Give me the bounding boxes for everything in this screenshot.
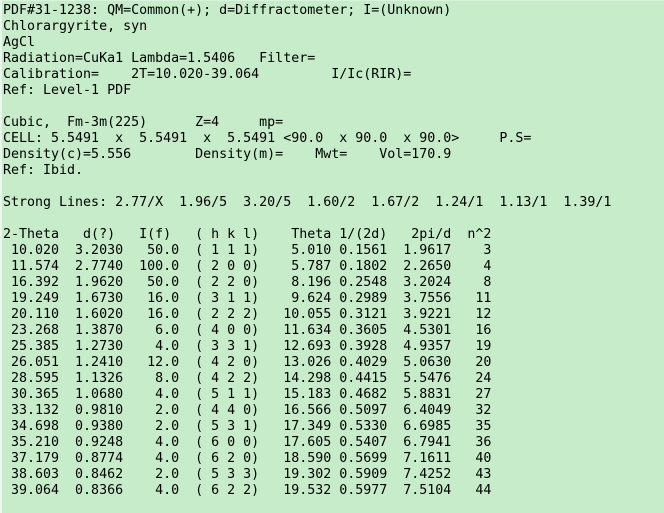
reference-line: Ref: Level-1 PDF [3, 83, 132, 98]
chemical-formula: AgCl [3, 35, 36, 50]
calibration-line: Calibration= 2T=10.020-39.064 I/Ic(RIR)= [3, 67, 412, 82]
table-row: 16.392 1.9620 50.0 ( 2 2 0) 8.196 0.2548… [3, 275, 492, 290]
table-row: 10.020 3.2030 50.0 ( 1 1 1) 5.010 0.1561… [3, 243, 492, 258]
cell-line: CELL: 5.5491 x 5.5491 x 5.5491 <90.0 x 9… [3, 131, 532, 146]
table-row: 39.064 0.8366 4.0 ( 6 2 2) 19.532 0.5977… [3, 483, 492, 498]
table-row: 37.179 0.8774 4.0 ( 6 2 0) 18.590 0.5699… [3, 451, 492, 466]
table-row: 11.574 2.7740 100.0 ( 2 0 0) 5.787 0.180… [3, 259, 492, 274]
table-row: 28.595 1.1326 8.0 ( 4 2 2) 14.298 0.4415… [3, 371, 492, 386]
table-row: 34.698 0.9380 2.0 ( 5 3 1) 17.349 0.5330… [3, 419, 492, 434]
density-line: Density(c)=5.556 Density(m)= Mwt= Vol=17… [3, 147, 452, 162]
mineral-name: Chlorargyrite, syn [3, 19, 148, 34]
table-row: 35.210 0.9248 4.0 ( 6 0 0) 17.605 0.5407… [3, 435, 492, 450]
symmetry-line: Cubic, Fm-3m(225) Z=4 mp= [3, 115, 284, 130]
table-row: 33.132 0.9810 2.0 ( 4 4 0) 16.566 0.5097… [3, 403, 492, 418]
reference2-line: Ref: Ibid. [3, 163, 84, 178]
table-row: 19.249 1.6730 16.0 ( 3 1 1) 9.624 0.2989… [3, 291, 492, 306]
table-header-row: 2-Theta d(?) I(f) ( h k l) Theta 1/(2d) … [3, 227, 492, 242]
diffraction-table: 10.020 3.2030 50.0 ( 1 1 1) 5.010 0.1561… [3, 243, 664, 499]
strong-lines: Strong Lines: 2.77/X 1.96/5 3.20/5 1.60/… [3, 195, 612, 210]
radiation-line: Radiation=CuKa1 Lambda=1.5406 Filter= [3, 51, 316, 66]
spacer [3, 211, 664, 227]
spacer [3, 179, 664, 195]
spacer [3, 99, 664, 115]
table-row: 23.268 1.3870 6.0 ( 4 0 0) 11.634 0.3605… [3, 323, 492, 338]
table-row: 38.603 0.8462 2.0 ( 5 3 3) 19.302 0.5909… [3, 467, 492, 482]
table-row: 25.385 1.2730 4.0 ( 3 3 1) 12.693 0.3928… [3, 339, 492, 354]
pdf-id-line: PDF#31-1238: QM=Common(+); d=Diffractome… [3, 3, 452, 18]
table-row: 26.051 1.2410 12.0 ( 4 2 0) 13.026 0.402… [3, 355, 492, 370]
table-row: 20.110 1.6020 16.0 ( 2 2 2) 10.055 0.312… [3, 307, 492, 322]
table-row: 30.365 1.0680 4.0 ( 5 1 1) 15.183 0.4682… [3, 387, 492, 402]
